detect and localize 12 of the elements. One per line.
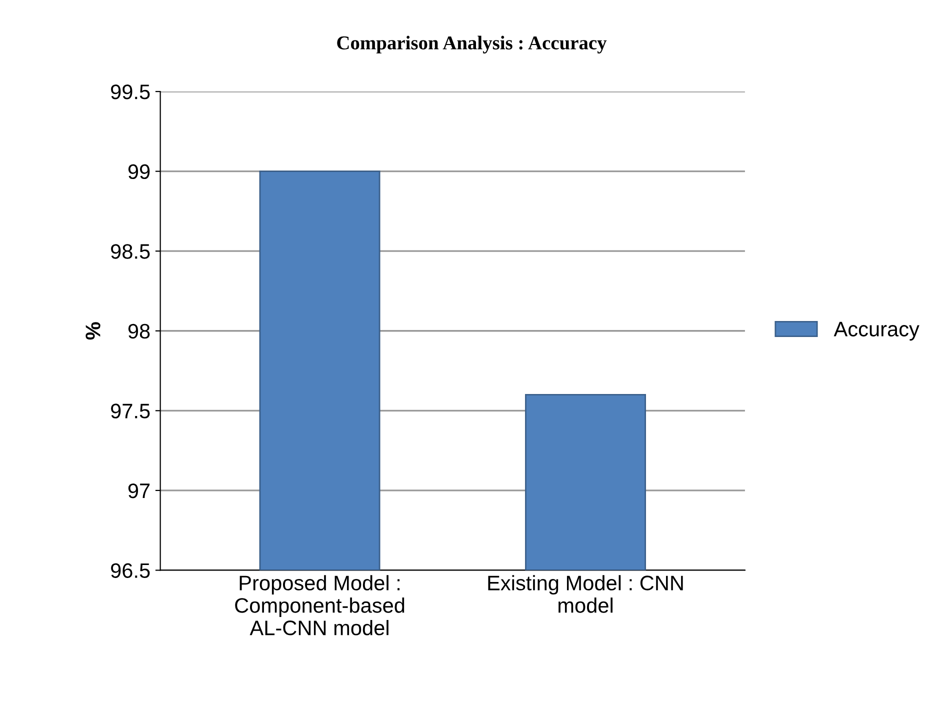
y-tick-label: 98: [128, 324, 150, 339]
y-tick-label: 99.5: [111, 84, 150, 100]
y-tick-label: 99: [128, 164, 150, 180]
x-tick-label: Proposed Model : Component-based AL-CNN model: [235, 575, 404, 636]
legend-label: Accuracy: [834, 322, 920, 341]
chart-title: Comparison Analysis : Accuracy: [337, 36, 607, 54]
y-tick-label: 98.5: [111, 244, 150, 259]
x-tick-label: Existing Model : CNN model: [488, 575, 683, 613]
y-axis-title: %: [86, 322, 100, 340]
y-tick-label: 97: [128, 483, 150, 498]
y-tick-label: 97.5: [111, 404, 150, 418]
y-tick-label: 96.5: [111, 563, 150, 578]
